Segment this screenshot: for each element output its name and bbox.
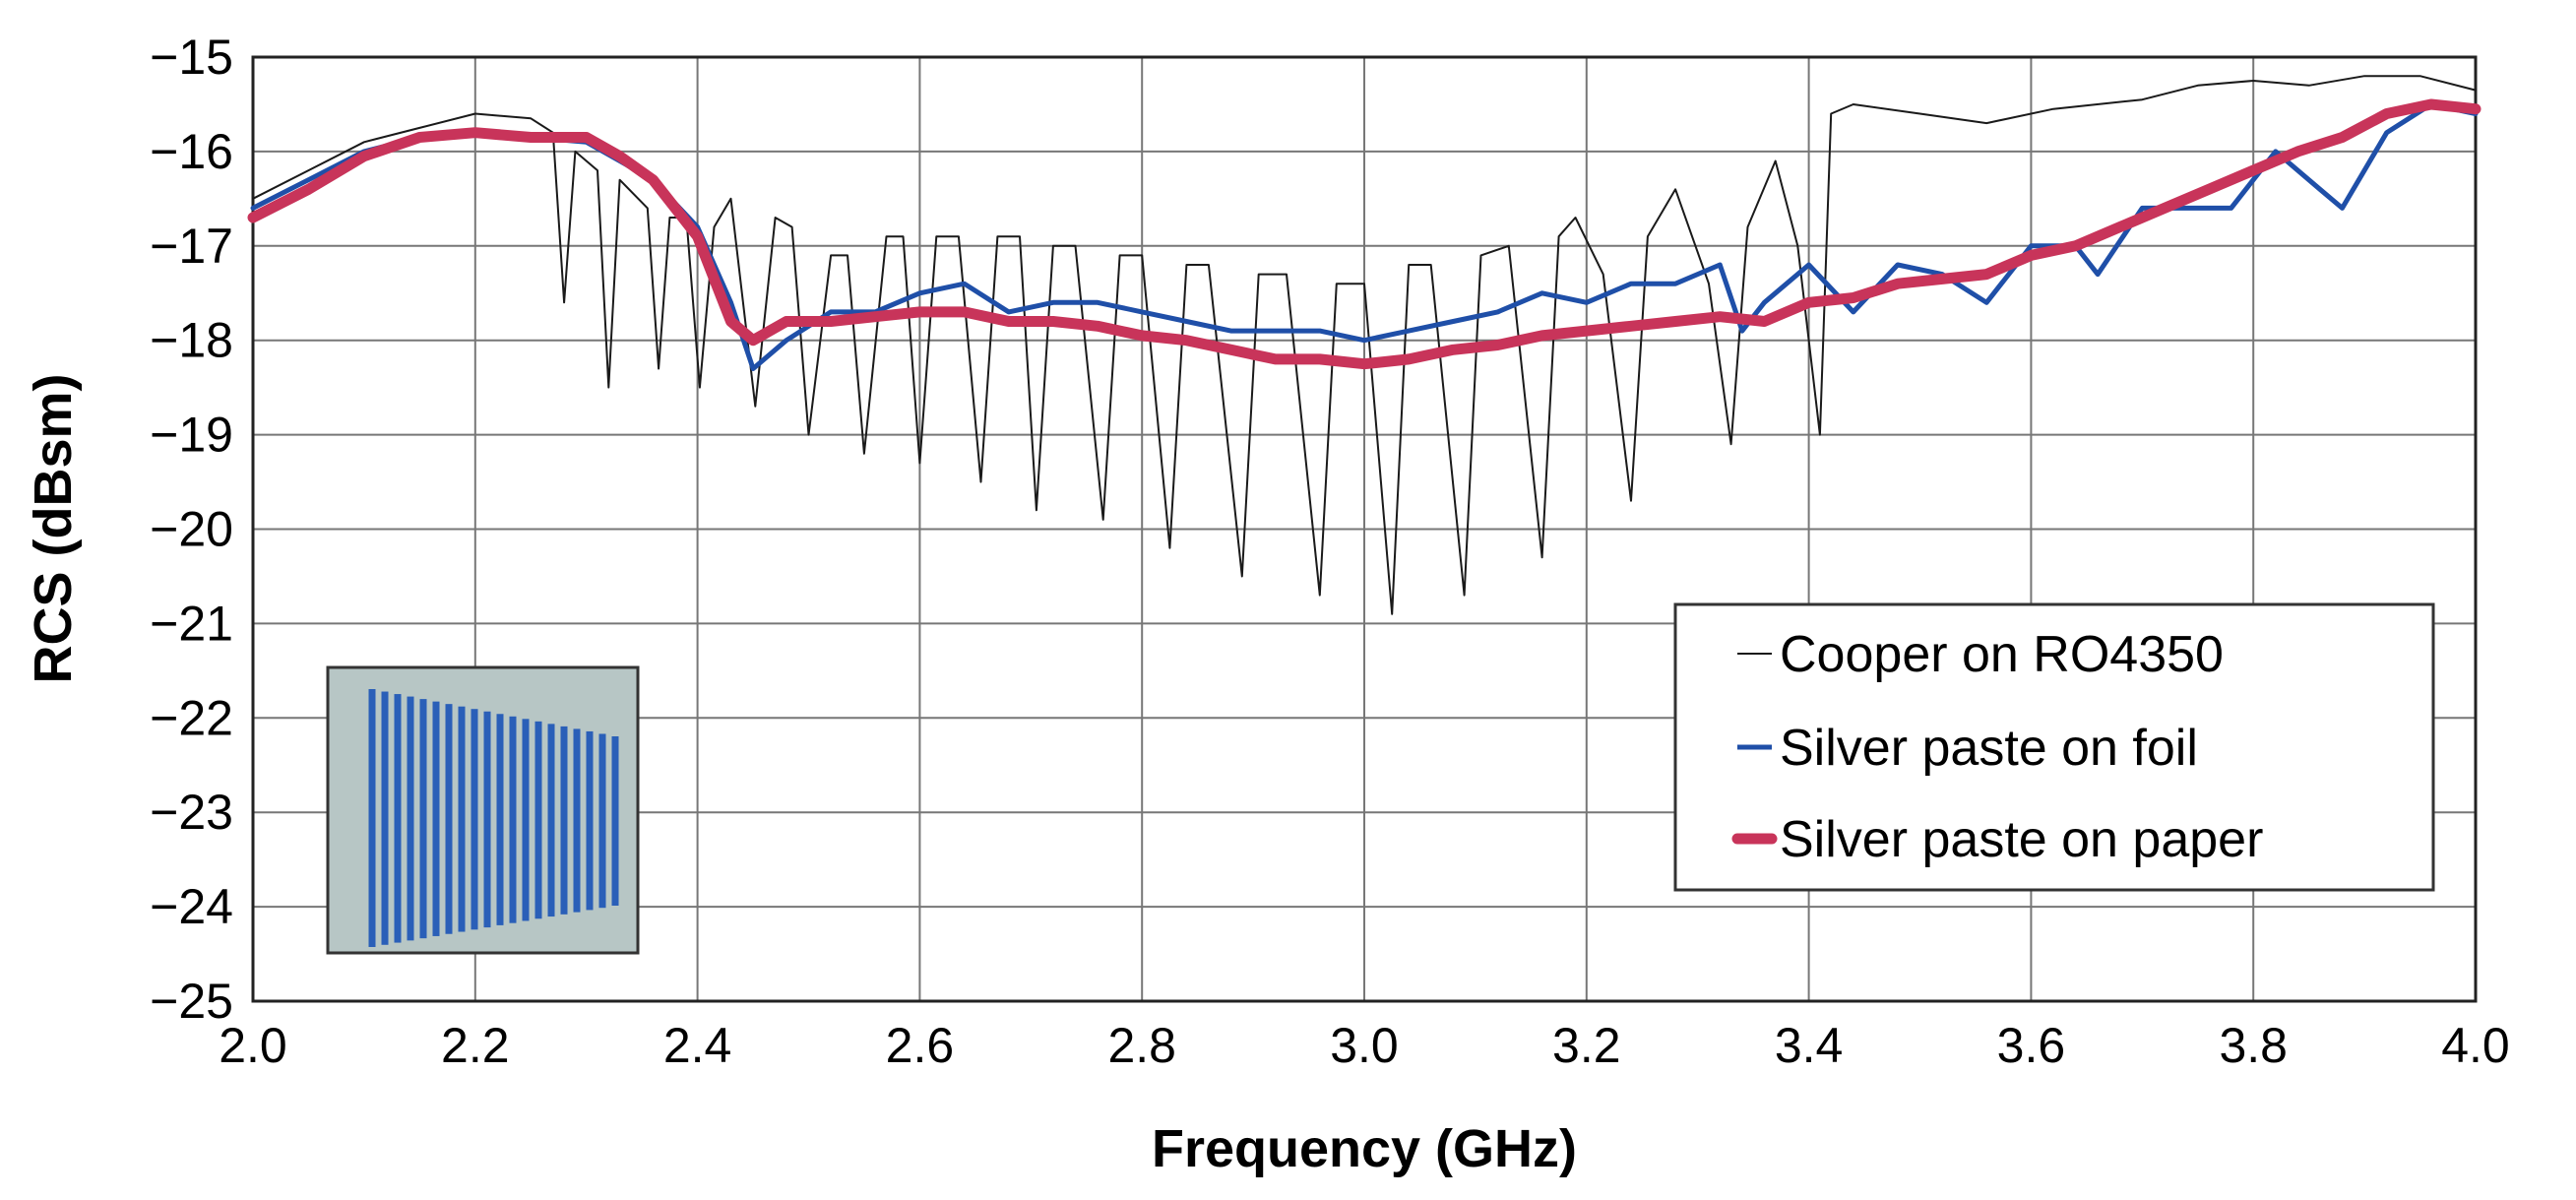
legend: Cooper on RO4350 Silver paste on foil Si…: [1673, 602, 2435, 892]
legend-label-cooper: Cooper on RO4350: [1780, 626, 2224, 683]
inset-strip: [496, 714, 504, 925]
x-tick-label: 2.2: [441, 1018, 510, 1073]
x-tick-label: 2.4: [663, 1018, 732, 1073]
x-tick-labels: 2.0 2.2 2.4 2.6 2.8 3.0 3.2 3.4 3.6 3.8 4.0: [219, 1018, 2510, 1073]
plot-frame: [251, 55, 2478, 1003]
inset-strip: [432, 701, 440, 936]
y-tick-label: −21: [150, 596, 233, 651]
y-axis-title: RCS (dBsm): [24, 373, 83, 683]
x-tick-label: 3.8: [2219, 1018, 2288, 1073]
inset-bars: [368, 689, 619, 947]
inset-strip: [534, 721, 542, 919]
x-tick-label: 2.6: [886, 1018, 955, 1073]
y-tick-label: −15: [150, 30, 233, 85]
y-tick-labels: −15 −16 −17 −18 −19 −20 −21 −22 −23 −24 −25: [150, 30, 233, 1029]
y-tick-label: −23: [150, 785, 233, 840]
y-tick-label: −22: [150, 690, 233, 745]
x-tick-label: 3.6: [1997, 1018, 2066, 1073]
inset-strip: [458, 706, 466, 932]
y-tick-label: −17: [150, 219, 233, 274]
legend-label-silver-paper: Silver paste on paper: [1780, 811, 2263, 868]
y-tick-label: −18: [150, 313, 233, 368]
x-tick-label: 3.0: [1330, 1018, 1399, 1073]
series-line-cooper: [252, 75, 2477, 615]
x-tick-label: 2.8: [1107, 1018, 1176, 1073]
inset-strip: [547, 724, 555, 917]
inset-strip: [368, 689, 376, 947]
inset-strip: [560, 726, 568, 915]
x-axis-title: Frequency (GHz): [1152, 1119, 1577, 1178]
y-tick-label: −24: [150, 879, 233, 934]
series-line-silver-paper: [247, 98, 2482, 370]
inset-strip: [509, 716, 517, 923]
x-tick-label: 3.2: [1552, 1018, 1621, 1073]
inset-strip: [381, 691, 389, 945]
legend-box: [1673, 602, 2435, 892]
inset-strip: [445, 704, 453, 934]
series-layer: [247, 75, 2482, 615]
x-tick-label: 4.0: [2441, 1018, 2510, 1073]
inset-strip: [419, 699, 427, 939]
inset-illustration: [326, 665, 640, 955]
inset-strip: [522, 719, 530, 921]
y-tick-label: −16: [150, 124, 233, 179]
inset-strip: [394, 694, 402, 943]
inset-strip: [586, 730, 594, 911]
legend-label-silver-foil: Silver paste on foil: [1780, 720, 2198, 777]
x-tick-label: 3.4: [1775, 1018, 1844, 1073]
y-tick-label: −19: [150, 408, 233, 463]
inset-strip: [471, 709, 478, 930]
inset-strip: [407, 696, 414, 941]
x-tick-label: 2.0: [219, 1018, 287, 1073]
y-tick-label: −25: [150, 974, 233, 1029]
inset-strip: [598, 733, 606, 909]
inset-strip: [611, 736, 619, 906]
inset-strip: [573, 728, 581, 913]
inset-strip: [483, 711, 491, 928]
y-tick-label: −20: [150, 502, 233, 557]
